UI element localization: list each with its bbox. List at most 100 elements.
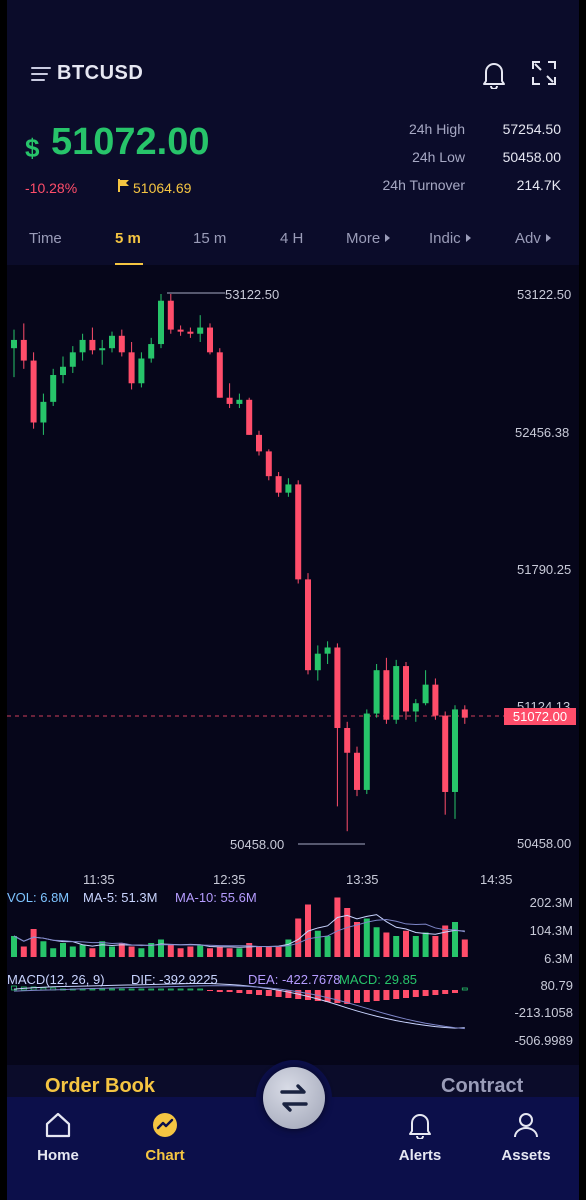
- candle-body: [344, 727, 351, 753]
- macd-hist-bar: [461, 987, 468, 991]
- macd-hist-bar: [167, 988, 174, 991]
- tab-more[interactable]: More: [346, 230, 391, 247]
- macd-hist-bar: [442, 990, 449, 994]
- candle-body: [412, 703, 419, 712]
- volume-bar: [177, 948, 184, 957]
- candle-body: [363, 713, 370, 790]
- nav-label: Home: [37, 1147, 79, 1164]
- candle-body: [246, 399, 253, 435]
- time-axis-label: 14:35: [480, 872, 513, 887]
- volume-bar: [99, 941, 106, 957]
- volume-bar: [187, 946, 194, 957]
- ma10-line: [13, 919, 465, 948]
- currency-symbol: $: [25, 133, 40, 163]
- macd-hist-bar: [432, 990, 439, 995]
- interval-tabs: Time 5 m 15 m 4 H More Indic Adv: [7, 230, 579, 265]
- order-book-tab[interactable]: Order Book: [45, 1075, 156, 1097]
- swap-arrows-icon: [280, 1084, 308, 1112]
- macd-hist-bar: [344, 990, 351, 1004]
- candle-body: [99, 348, 106, 351]
- macd-hist-bar: [373, 990, 380, 1001]
- volume-bar: [128, 946, 135, 957]
- vol-axis-label: 104.3M: [529, 923, 573, 938]
- tab-label: 15 m: [193, 230, 227, 247]
- nav-label: Assets: [501, 1147, 551, 1164]
- nav-chart[interactable]: Chart: [120, 1097, 210, 1200]
- tab-5m[interactable]: 5 m: [115, 230, 141, 247]
- macd-hist-bar: [256, 990, 262, 995]
- bell-icon[interactable]: [481, 59, 507, 89]
- macd-hist-bar: [363, 990, 370, 1002]
- macd-hist-bar: [285, 990, 292, 998]
- volume-bar: [295, 918, 302, 957]
- volume-bar: [334, 897, 341, 957]
- candlestick-chart[interactable]: [7, 0, 579, 1065]
- macd-hist-bar: [216, 990, 223, 992]
- macd-axis-label: -506.9989: [514, 1033, 573, 1048]
- volume-bar: [118, 943, 125, 957]
- candle-body: [452, 709, 458, 792]
- candle-body: [403, 666, 409, 712]
- tab-time[interactable]: Time: [29, 230, 62, 247]
- candle-body: [265, 451, 272, 477]
- contract-tab[interactable]: Contract: [441, 1075, 524, 1097]
- tab-label: 5 m: [115, 230, 141, 247]
- volume-bar: [412, 936, 419, 957]
- volume-bar: [452, 922, 458, 957]
- candle-body: [422, 684, 429, 704]
- candle-body: [158, 300, 164, 345]
- volume-bar: [236, 948, 243, 957]
- ma5-label: MA-5: 51.3M: [83, 890, 158, 905]
- macd-hist-bar: [324, 990, 331, 1002]
- menu-icon[interactable]: [31, 66, 51, 82]
- caret-right-icon: [465, 234, 471, 242]
- volume-bar: [50, 948, 57, 957]
- candle-body: [305, 579, 311, 671]
- candle-body: [461, 709, 468, 718]
- volume-bar: [30, 929, 37, 957]
- price-axis-label: 52456.38: [515, 425, 570, 440]
- swap-button[interactable]: [256, 1060, 332, 1136]
- fullscreen-icon[interactable]: [531, 60, 557, 86]
- volume-bar: [256, 946, 262, 957]
- volume-bar: [20, 946, 27, 957]
- vol-axis-label: 6.3M: [544, 951, 573, 966]
- volume-bar: [344, 908, 351, 957]
- volume-bar: [373, 927, 380, 957]
- macd-hist-bar: [393, 990, 400, 999]
- symbol-title[interactable]: BTCUSD: [57, 62, 144, 84]
- candle-body: [442, 715, 449, 792]
- volume-bar: [60, 943, 66, 957]
- time-axis-label: 12:35: [213, 872, 246, 887]
- nav-home[interactable]: Home: [13, 1097, 103, 1200]
- stat-label-high: 24h High: [408, 121, 465, 137]
- tab-4h[interactable]: 4 H: [280, 230, 303, 247]
- chart-area[interactable]: [7, 265, 579, 1065]
- time-axis-label: 13:35: [346, 872, 379, 887]
- volume-bar: [383, 932, 390, 957]
- app-screen: BTCUSD $ 51072.00 -10.28% 51064.69 24h H…: [7, 0, 579, 1200]
- macd-hist-bar: [138, 988, 145, 991]
- low-price-label: 50458.00: [230, 837, 285, 852]
- candle-body: [50, 375, 57, 402]
- change-percent: -10.28%: [25, 180, 78, 196]
- nav-alerts[interactable]: Alerts: [375, 1097, 465, 1200]
- ma10-label: MA-10: 55.6M: [175, 890, 257, 905]
- nav-label: Alerts: [398, 1147, 442, 1164]
- tab-15m[interactable]: 15 m: [193, 230, 226, 247]
- macd-hist-bar: [403, 990, 409, 998]
- candle-body: [236, 399, 243, 404]
- tab-advanced[interactable]: Adv: [515, 230, 551, 247]
- macd-hist-bar: [128, 988, 135, 991]
- macd-hist-bar: [89, 988, 96, 991]
- volume-bar: [138, 948, 145, 957]
- candle-body: [285, 484, 292, 493]
- candle-body: [40, 401, 47, 423]
- tab-indicators[interactable]: Indic: [429, 230, 471, 247]
- volume-bar: [167, 944, 174, 957]
- nav-label: Chart: [145, 1147, 185, 1164]
- dea-label: DEA: -422.7678: [248, 972, 341, 987]
- price-axis-label: 51790.25: [517, 562, 572, 577]
- nav-assets[interactable]: Assets: [481, 1097, 571, 1200]
- candle-body: [197, 327, 204, 334]
